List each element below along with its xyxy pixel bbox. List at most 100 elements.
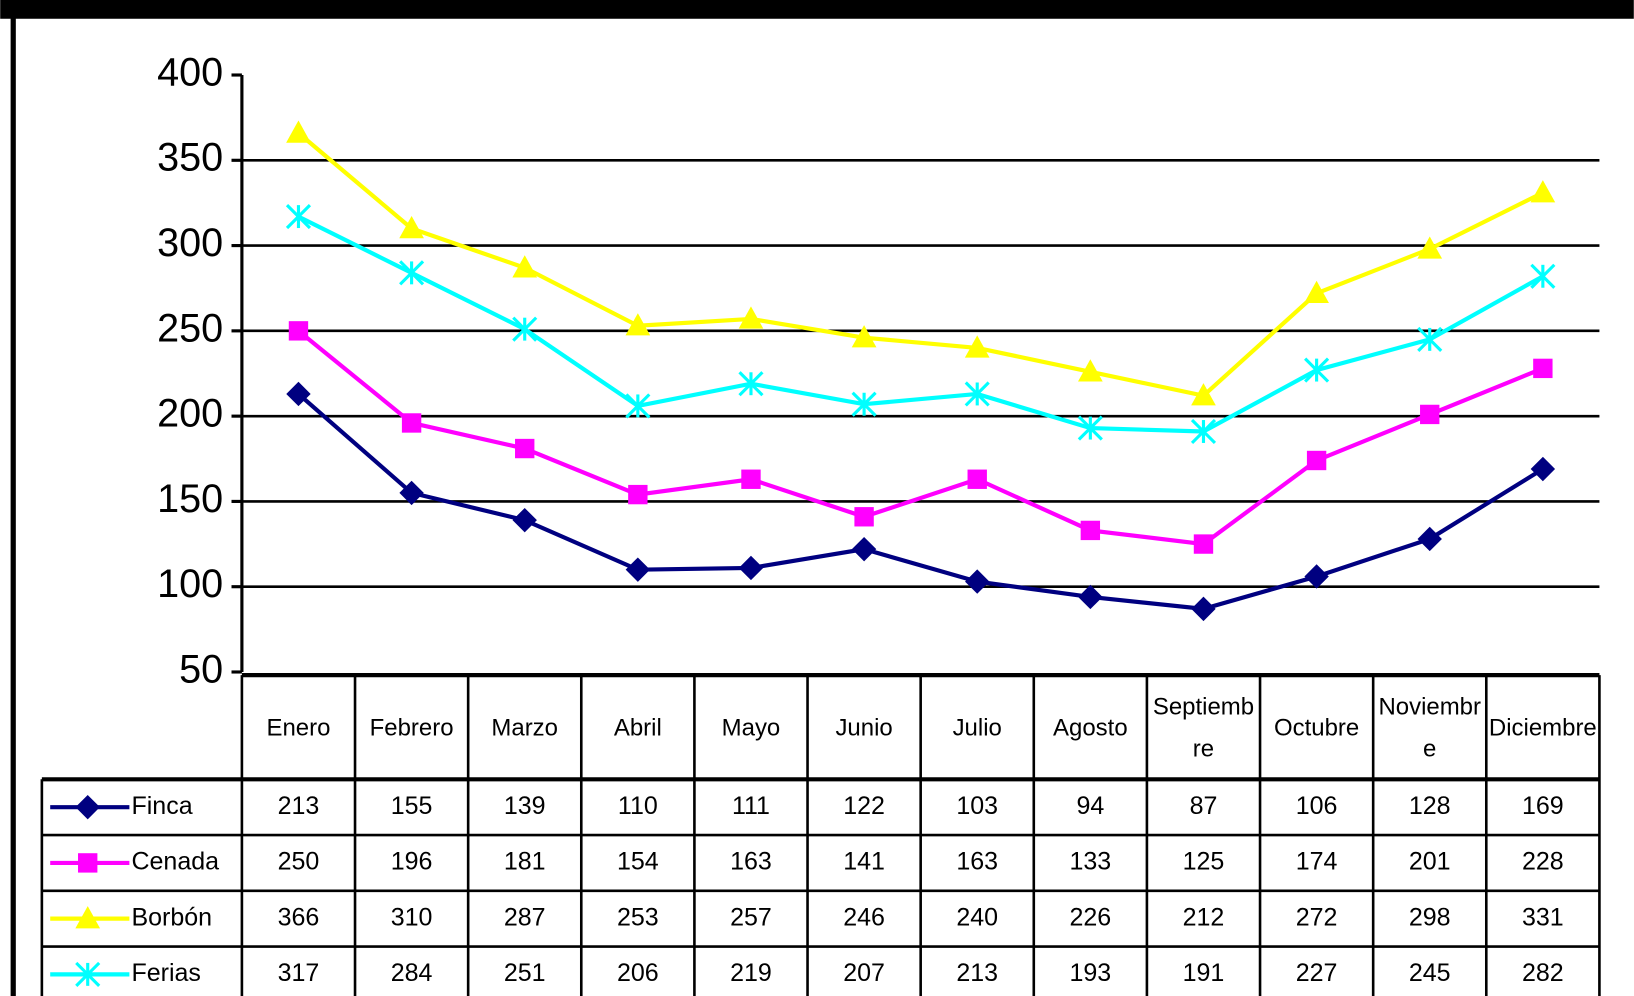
marker: [1080, 520, 1101, 541]
header-cell: Abril: [613, 713, 662, 741]
marker: [738, 306, 764, 329]
value-cell: 174: [1296, 848, 1338, 876]
value-cell: 272: [1296, 903, 1338, 931]
value-cell: 287: [504, 903, 546, 931]
marker: [399, 480, 424, 506]
y-tick-label: 200: [157, 392, 223, 436]
value-cell: 207: [843, 959, 885, 987]
y-tick-label: 50: [179, 647, 223, 691]
marker: [512, 507, 537, 533]
value-cell: 139: [504, 792, 546, 820]
category-label: Junio: [835, 713, 893, 741]
category-label: Febrero: [369, 713, 454, 741]
left-border: [10, 0, 16, 996]
series-line: [297, 392, 1544, 611]
marker: [851, 536, 877, 562]
marker: [1417, 526, 1442, 552]
marker: [1078, 359, 1103, 382]
category-label: Marzo: [491, 713, 558, 741]
marker: [401, 413, 422, 433]
marker: [75, 961, 101, 987]
marker: [1191, 596, 1216, 622]
value-cell: 253: [617, 903, 659, 931]
value-cell: 282: [1522, 959, 1564, 987]
series-line: [297, 131, 1544, 398]
legend-label: Borbón: [131, 903, 212, 931]
header-cell: Enero: [266, 713, 331, 741]
y-tick-label: 350: [157, 136, 223, 180]
marker: [1530, 263, 1556, 289]
value-cell: 227: [1296, 959, 1338, 987]
value-cell: 284: [391, 959, 433, 987]
marker: [964, 381, 990, 407]
value-cell: 212: [1183, 903, 1225, 931]
value-cell: 163: [730, 848, 772, 876]
marker: [285, 204, 312, 230]
value-cell: 228: [1522, 848, 1564, 876]
marker: [964, 335, 990, 358]
value-cell: 240: [956, 903, 998, 931]
category-label: Enero: [266, 713, 331, 741]
value-cell: 245: [1409, 959, 1451, 987]
marker: [851, 325, 877, 348]
marker: [738, 371, 764, 397]
marker: [1417, 236, 1443, 259]
marker: [1193, 534, 1214, 554]
series-line: [297, 329, 1544, 547]
marker: [854, 507, 874, 527]
marker: [1077, 415, 1103, 441]
value-cell: 213: [956, 959, 998, 987]
value-cell: 122: [843, 792, 885, 820]
legend-label: Ferias: [131, 959, 200, 987]
value-cell: 257: [730, 903, 772, 931]
marker: [1304, 564, 1329, 589]
value-cell: 141: [843, 848, 885, 876]
value-cell: 191: [1183, 959, 1225, 987]
value-cell: 87: [1190, 792, 1218, 820]
marker: [965, 569, 990, 594]
marker: [75, 906, 101, 929]
marker: [1190, 418, 1217, 445]
marker: [1306, 450, 1327, 471]
legend-label: Cenada: [131, 848, 219, 876]
value-cell: 219: [730, 959, 772, 987]
y-tick-label: 100: [157, 562, 223, 606]
value-cell: 111: [732, 792, 770, 820]
value-cell: 196: [391, 848, 433, 876]
value-cell: 110: [618, 792, 658, 820]
marker: [399, 215, 424, 239]
marker: [1078, 584, 1103, 610]
marker: [512, 316, 538, 342]
marker: [78, 853, 98, 873]
value-cell: 125: [1183, 848, 1225, 876]
value-cell: 193: [1069, 959, 1111, 987]
marker: [515, 438, 535, 459]
header-cell: Mayo: [721, 713, 781, 741]
category-label: Octubre: [1273, 713, 1360, 741]
category-label: Mayo: [721, 713, 781, 741]
category-label: Septiembre: [1152, 692, 1255, 762]
header-cell: Diciembre: [1489, 714, 1597, 741]
y-tick-label: 150: [157, 477, 223, 521]
value-cell: 163: [956, 848, 998, 876]
marker: [628, 484, 648, 505]
value-cell: 251: [504, 959, 546, 987]
marker: [286, 381, 311, 407]
marker: [512, 255, 538, 278]
header-cell: Noviembre: [1378, 693, 1481, 762]
value-cell: 133: [1069, 848, 1111, 876]
top-border: [0, 0, 1634, 19]
y-tick-label: 250: [157, 306, 223, 350]
header-cell: Junio: [835, 713, 893, 741]
value-cell: 246: [843, 903, 885, 931]
category-label: Abril: [613, 713, 662, 741]
series-line: [297, 214, 1544, 434]
value-cell: 366: [278, 903, 320, 931]
marker: [738, 555, 764, 581]
header-cell: Octubre: [1273, 713, 1360, 741]
value-cell: 181: [504, 848, 546, 876]
value-cell: 103: [956, 792, 998, 820]
marker: [1530, 456, 1556, 482]
value-cell: 226: [1069, 903, 1111, 931]
